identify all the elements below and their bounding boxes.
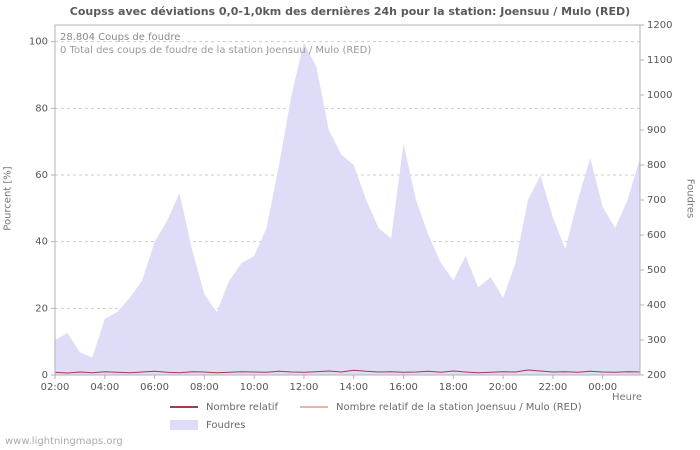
- watermark: www.lightningmaps.org: [5, 436, 123, 447]
- chart-legend: Nombre relatif Nombre relatif de la stati…: [0, 398, 700, 438]
- left-tick-label: 60: [35, 170, 48, 181]
- legend-swatch-line: [170, 406, 198, 408]
- annotation-station-total: 0 Total des coups de foudre de la statio…: [60, 45, 372, 56]
- legend-label: Nombre relatif de la station Joensuu / M…: [336, 401, 582, 413]
- right-tick-label: 1000: [647, 90, 672, 101]
- x-tick-label: 12:00: [290, 382, 319, 393]
- right-tick-label: 500: [647, 265, 666, 276]
- left-axis-label: Pourcent [%]: [2, 166, 14, 231]
- x-tick-label: 18:00: [439, 382, 468, 393]
- legend-item: Nombre relatif de la station Joensuu / M…: [300, 400, 582, 414]
- left-tick-label: 0: [42, 370, 48, 381]
- right-tick-label: 900: [647, 125, 666, 136]
- left-tick-label: 40: [35, 237, 48, 248]
- area-series-foudres: [55, 42, 640, 375]
- left-tick-label: 100: [29, 37, 48, 48]
- chart-title: Coupss avec déviations 0,0-1,0km des der…: [69, 5, 631, 18]
- legend-swatch-area: [170, 420, 198, 430]
- x-tick-label: 20:00: [489, 382, 518, 393]
- annotation-strike-count: 28.804 Coups de foudre: [60, 32, 181, 43]
- x-tick-label: 08:00: [190, 382, 219, 393]
- right-tick-label: 1100: [647, 55, 672, 66]
- right-tick-label: 800: [647, 160, 666, 171]
- right-axis-label: Foudres: [684, 178, 696, 219]
- legend-item: Nombre relatif: [170, 400, 278, 414]
- plot-border: [54, 24, 641, 376]
- x-tick-label: 10:00: [240, 382, 269, 393]
- right-tick-label: 400: [647, 300, 666, 311]
- right-tick-label: 600: [647, 230, 666, 241]
- x-tick-label: 16:00: [389, 382, 418, 393]
- line-series: [54, 369, 641, 374]
- right-tick-label: 200: [647, 370, 666, 381]
- legend-item: Foudres: [170, 418, 245, 432]
- legend-label: Nombre relatif: [206, 401, 279, 413]
- x-tick-label: 06:00: [140, 382, 169, 393]
- x-tick-label: 04:00: [90, 382, 119, 393]
- right-tick-label: 1200: [647, 20, 672, 31]
- x-axis-label: Heure: [612, 392, 643, 403]
- x-tick-label: 22:00: [538, 382, 567, 393]
- right-tick-label: 300: [647, 335, 666, 346]
- right-tick-label: 700: [647, 195, 666, 206]
- legend-swatch-line: [300, 406, 328, 408]
- left-tick-label: 80: [35, 103, 48, 114]
- x-tick-label: 00:00: [588, 382, 617, 393]
- x-tick-label: 02:00: [41, 382, 70, 393]
- left-tick-label: 20: [35, 303, 48, 314]
- legend-label: Foudres: [206, 419, 246, 431]
- x-tick-label: 14:00: [339, 382, 368, 393]
